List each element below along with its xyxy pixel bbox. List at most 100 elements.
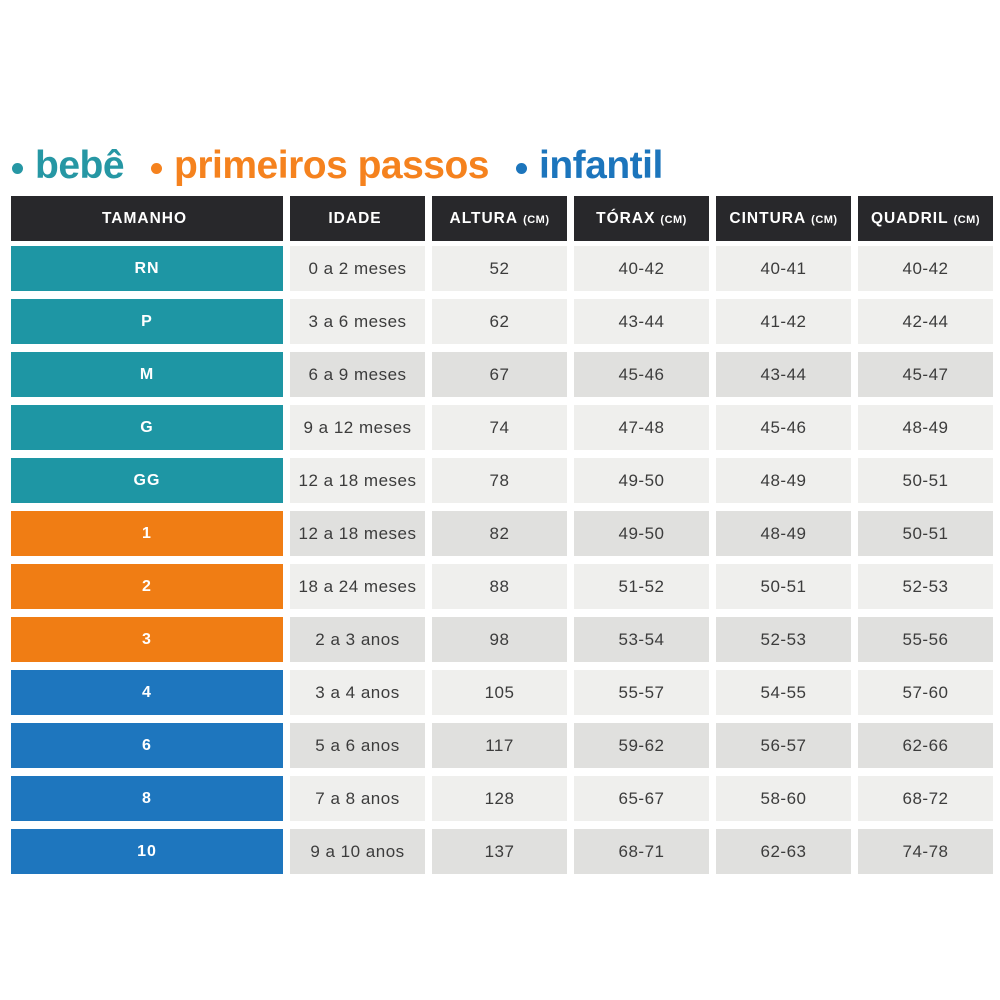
legend-item-infantil: infantil: [516, 146, 663, 185]
table-header-row: TAMANHO IDADE ALTURA (CM) TÓRAX (CM) CIN…: [11, 196, 993, 241]
header-label: ALTURA: [449, 209, 519, 227]
header-label: CINTURA: [729, 209, 807, 227]
table-row: 1 12 a 18 meses 82 49-50 48-49 50-51: [11, 511, 993, 556]
header-unit: (CM): [660, 213, 687, 226]
value-cell: 40-41: [716, 246, 851, 291]
size-cell: G: [11, 405, 283, 450]
value-cell: 45-47: [858, 352, 993, 397]
size-cell: 2: [11, 564, 283, 609]
legend-label: infantil: [539, 143, 663, 187]
value-cell: 9 a 10 anos: [290, 829, 425, 874]
legend-item-primeiros-passos: primeiros passos: [151, 146, 489, 185]
value-cell: 67: [432, 352, 567, 397]
bullet-icon: [12, 162, 23, 174]
size-cell: 8: [11, 776, 283, 821]
value-cell: 128: [432, 776, 567, 821]
header-tamanho: TAMANHO: [11, 196, 283, 241]
size-cell: P: [11, 299, 283, 344]
value-cell: 2 a 3 anos: [290, 617, 425, 662]
value-cell: 7 a 8 anos: [290, 776, 425, 821]
value-cell: 57-60: [858, 670, 993, 715]
value-cell: 62-63: [716, 829, 851, 874]
value-cell: 68-72: [858, 776, 993, 821]
value-cell: 5 a 6 anos: [290, 723, 425, 768]
size-cell: 10: [11, 829, 283, 874]
value-cell: 55-56: [858, 617, 993, 662]
size-cell: 6: [11, 723, 283, 768]
header-cintura: CINTURA (CM): [716, 196, 851, 241]
value-cell: 50-51: [716, 564, 851, 609]
value-cell: 98: [432, 617, 567, 662]
value-cell: 74-78: [858, 829, 993, 874]
value-cell: 117: [432, 723, 567, 768]
value-cell: 12 a 18 meses: [290, 511, 425, 556]
value-cell: 45-46: [716, 405, 851, 450]
value-cell: 65-67: [574, 776, 709, 821]
value-cell: 49-50: [574, 458, 709, 503]
header-unit: (CM): [523, 213, 550, 226]
value-cell: 47-48: [574, 405, 709, 450]
value-cell: 137: [432, 829, 567, 874]
value-cell: 42-44: [858, 299, 993, 344]
bullet-icon: [151, 162, 163, 174]
value-cell: 56-57: [716, 723, 851, 768]
header-idade: IDADE: [290, 196, 425, 241]
legend-label: primeiros passos: [174, 143, 489, 187]
value-cell: 68-71: [574, 829, 709, 874]
table-row: 2 18 a 24 meses 88 51-52 50-51 52-53: [11, 564, 993, 609]
header-label: IDADE: [328, 209, 382, 227]
value-cell: 40-42: [574, 246, 709, 291]
value-cell: 62: [432, 299, 567, 344]
size-cell: RN: [11, 246, 283, 291]
bullet-icon: [516, 162, 527, 174]
value-cell: 52-53: [858, 564, 993, 609]
value-cell: 6 a 9 meses: [290, 352, 425, 397]
value-cell: 78: [432, 458, 567, 503]
size-cell: M: [11, 352, 283, 397]
header-label: QUADRIL: [870, 209, 949, 227]
value-cell: 9 a 12 meses: [290, 405, 425, 450]
value-cell: 0 a 2 meses: [290, 246, 425, 291]
value-cell: 59-62: [574, 723, 709, 768]
table-row: GG 12 a 18 meses 78 49-50 48-49 50-51: [11, 458, 993, 503]
legend: bebê primeiros passos infantil: [12, 141, 663, 189]
size-cell: 3: [11, 617, 283, 662]
value-cell: 40-42: [858, 246, 993, 291]
value-cell: 45-46: [574, 352, 709, 397]
value-cell: 3 a 4 anos: [290, 670, 425, 715]
size-cell: 1: [11, 511, 283, 556]
value-cell: 49-50: [574, 511, 709, 556]
value-cell: 54-55: [716, 670, 851, 715]
value-cell: 51-52: [574, 564, 709, 609]
value-cell: 12 a 18 meses: [290, 458, 425, 503]
value-cell: 50-51: [858, 511, 993, 556]
size-cell: 4: [11, 670, 283, 715]
header-label: TÓRAX: [596, 209, 656, 227]
value-cell: 48-49: [716, 458, 851, 503]
value-cell: 50-51: [858, 458, 993, 503]
value-cell: 43-44: [574, 299, 709, 344]
value-cell: 74: [432, 405, 567, 450]
header-torax: TÓRAX (CM): [574, 196, 709, 241]
value-cell: 52: [432, 246, 567, 291]
value-cell: 43-44: [716, 352, 851, 397]
header-altura: ALTURA (CM): [432, 196, 567, 241]
value-cell: 58-60: [716, 776, 851, 821]
size-table: TAMANHO IDADE ALTURA (CM) TÓRAX (CM) CIN…: [11, 196, 993, 882]
value-cell: 105: [432, 670, 567, 715]
value-cell: 48-49: [716, 511, 851, 556]
value-cell: 53-54: [574, 617, 709, 662]
table-row: 10 9 a 10 anos 137 68-71 62-63 74-78: [11, 829, 993, 874]
value-cell: 52-53: [716, 617, 851, 662]
header-unit: (CM): [811, 213, 838, 226]
table-row: RN 0 a 2 meses 52 40-42 40-41 40-42: [11, 246, 993, 291]
value-cell: 48-49: [858, 405, 993, 450]
value-cell: 82: [432, 511, 567, 556]
